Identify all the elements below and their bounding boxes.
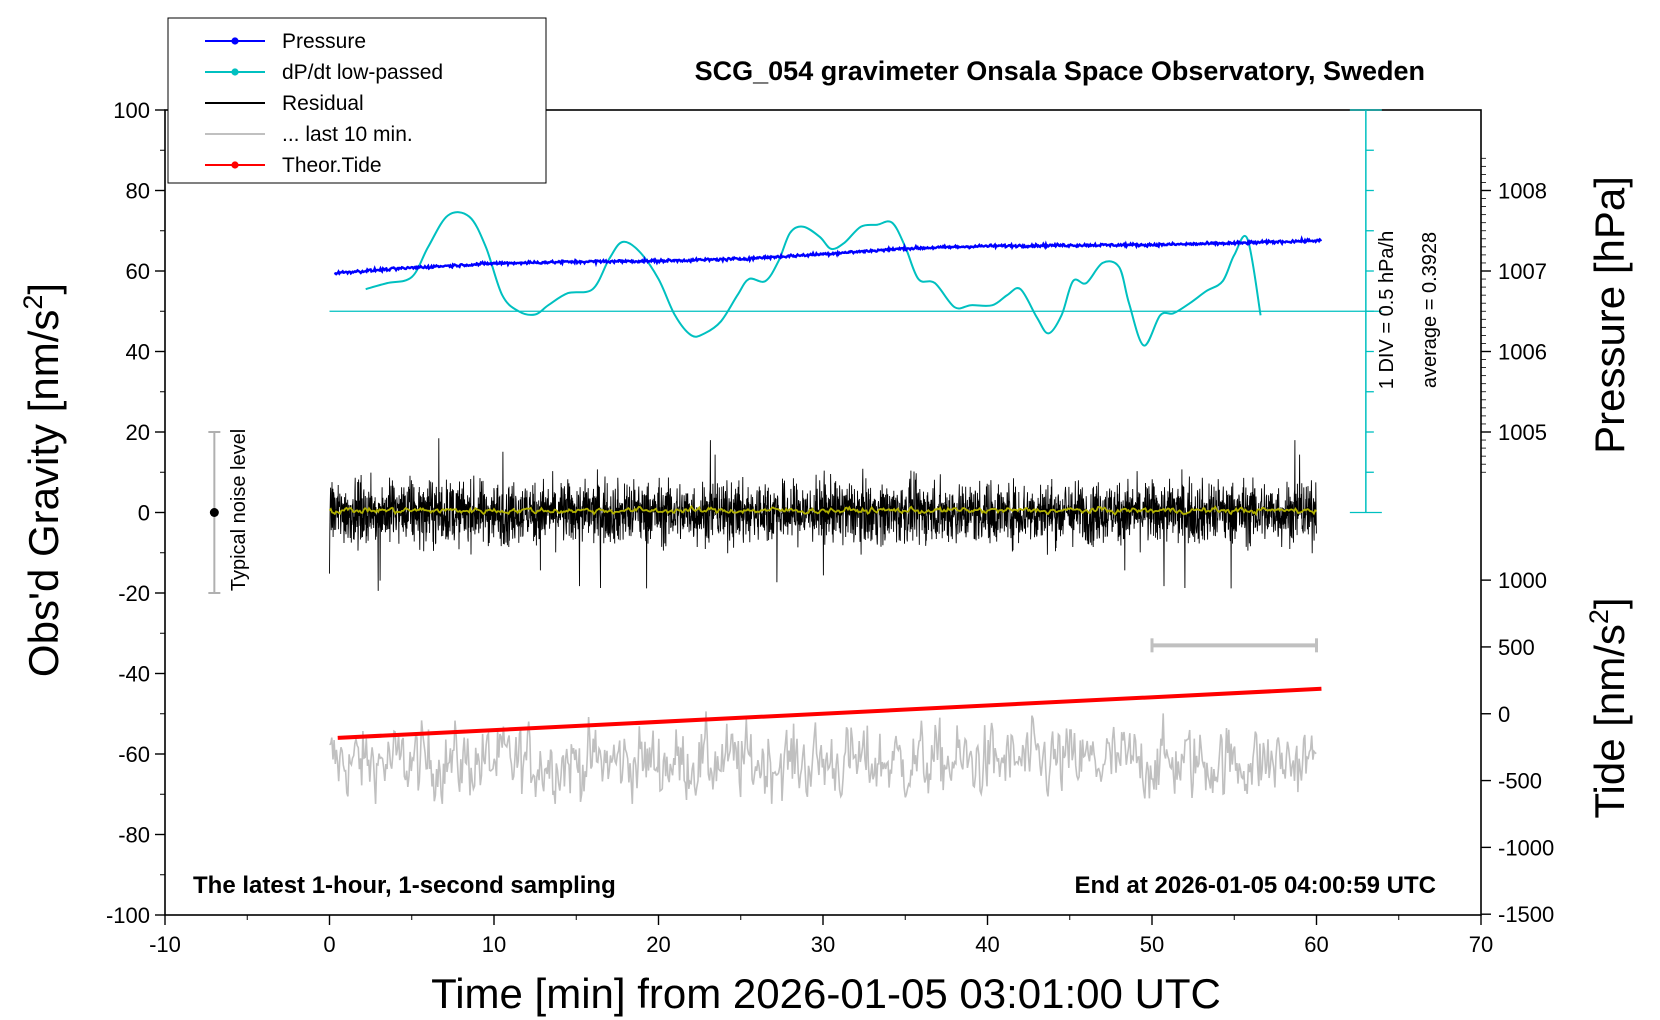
- x-tick-label: 50: [1140, 932, 1164, 957]
- y-axis-label-left: Obs'd Gravity [nm/s2]: [18, 283, 67, 677]
- y-tick-label-left: 20: [126, 420, 150, 445]
- y-tick-label-left: 60: [126, 259, 150, 284]
- noise-level-label: Typical noise level: [228, 429, 250, 591]
- y-tick-label-left: -20: [118, 581, 150, 606]
- dpdt-average-label: average = 0.3928: [1419, 232, 1441, 388]
- y-tick-label-left: -40: [118, 662, 150, 687]
- y-axis-label-left-sup: 2: [18, 295, 48, 310]
- pressure-tick-label: 1006: [1498, 340, 1547, 365]
- x-tick-label: 30: [811, 932, 835, 957]
- tide-tick-label: -1000: [1498, 835, 1554, 860]
- legend-box: [167, 17, 547, 184]
- residual-smoothed-series-line: [328, 504, 1317, 517]
- y-tick-label-left: -60: [118, 742, 150, 767]
- y-tick-label-left: -80: [118, 823, 150, 848]
- dpdt-scale-label: 1 DIV = 0.5 hPa/h: [1376, 231, 1398, 389]
- tide-tick-label: 1000: [1498, 568, 1547, 593]
- corner-label-left: The latest 1-hour, 1-second sampling: [193, 872, 616, 899]
- legend-marker: [231, 37, 239, 45]
- y-axis-label-tide: Tide [nm/s2]: [1584, 597, 1633, 818]
- noise-bar-center: [209, 508, 219, 517]
- axis-layer: -10 0 10 20 30 40 50 60 70100806040200-20-40-60-…: [106, 98, 1554, 957]
- legend-label: ... last 10 min.: [282, 123, 413, 146]
- y-axis-label-pressure: Pressure [hPa]: [1586, 176, 1633, 454]
- tide-tick-label: -500: [1498, 769, 1542, 794]
- legend-label: dP/dt low-passed: [282, 61, 443, 84]
- x-axis-label: Time [min] from 2026-01-05 03:01:00 UTC: [431, 970, 1221, 1017]
- legend-marker: [231, 161, 239, 169]
- series-layer: [328, 211, 1323, 804]
- tide-series-line: [337, 686, 1322, 740]
- legend-label: Theor.Tide: [282, 154, 382, 177]
- x-tick-label: 60: [1304, 932, 1328, 957]
- residual-series-line: [329, 438, 1317, 591]
- pressure-tick-label: 1008: [1498, 179, 1547, 204]
- legend: Pressure dP/dt low-passed Residual ... last…: [167, 17, 547, 184]
- y-axis-label-tide-sup: 2: [1584, 609, 1614, 624]
- legend-label: Residual: [282, 92, 364, 115]
- y-tick-label-left: 80: [126, 179, 150, 204]
- x-tick-label: 70: [1469, 932, 1493, 957]
- pressure-tick-label: 1007: [1498, 259, 1547, 284]
- last10-series-line: [329, 711, 1317, 804]
- chart-title: SCG_054 gravimeter Onsala Space Observat…: [695, 56, 1425, 86]
- corner-label-right: End at 2026-01-05 04:00:59 UTC: [1075, 872, 1437, 899]
- x-tick-label: 0: [323, 932, 335, 957]
- tide-tick-label: 0: [1498, 702, 1510, 727]
- y-tick-label-left: 100: [113, 98, 150, 123]
- y-tick-label-left: 0: [138, 501, 150, 526]
- tide-tick-label: 500: [1498, 635, 1535, 660]
- tide-tick-label: -1500: [1498, 902, 1554, 927]
- x-tick-label: 20: [646, 932, 670, 957]
- legend-marker: [231, 68, 239, 76]
- pressure-series-line: [333, 235, 1323, 276]
- x-tick-label: 40: [975, 932, 999, 957]
- y-tick-label-left: -100: [106, 903, 150, 928]
- annotation-layer: [208, 109, 1382, 653]
- x-tick-label: -10: [149, 932, 181, 957]
- legend-label: Pressure: [282, 30, 366, 53]
- dpdt-series-line: [365, 211, 1262, 347]
- pressure-tick-label: 1005: [1498, 420, 1547, 445]
- x-tick-label: 10: [482, 932, 506, 957]
- y-tick-label-left: 40: [126, 340, 150, 365]
